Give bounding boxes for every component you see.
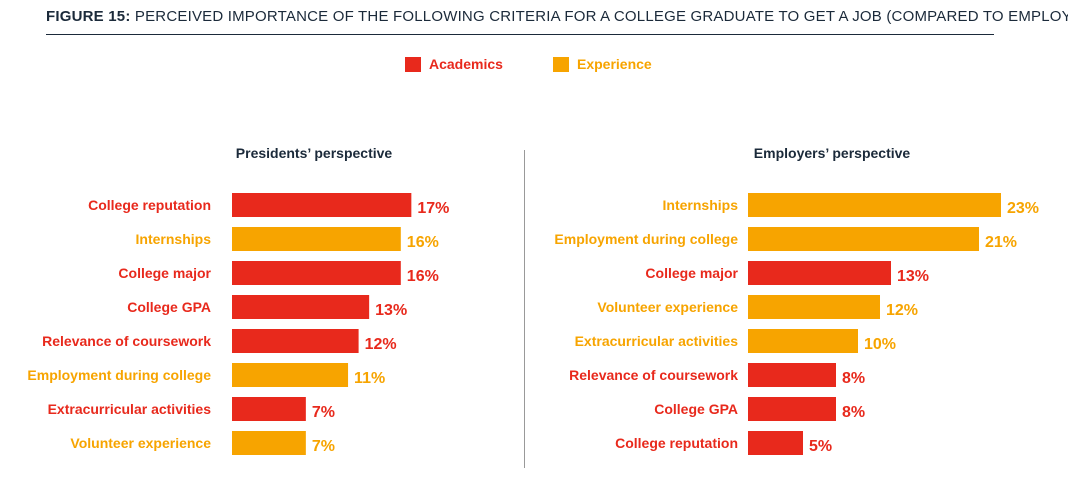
employers-category-label-volunteer-experience: Volunteer experience — [597, 299, 738, 315]
presidents-value-label-employment-during-college: 11% — [354, 370, 385, 387]
presidents-value-label-college-major: 16% — [407, 268, 439, 285]
employers-category-label-college-major: College major — [645, 265, 738, 281]
presidents-value-label-college-gpa: 13% — [375, 302, 407, 319]
presidents-category-label-extracurricular-activities: Extracurricular activities — [48, 401, 212, 417]
employers-category-label-employment-during-college: Employment during college — [554, 231, 738, 247]
legend-swatch-academics — [405, 57, 421, 72]
presidents-category-label-volunteer-experience: Volunteer experience — [70, 435, 211, 451]
presidents-bar-internships — [232, 227, 401, 251]
employers-bar-college-reputation — [748, 431, 803, 455]
presidents-category-label-internships: Internships — [136, 231, 212, 247]
employers-value-label-college-reputation: 5% — [809, 438, 832, 455]
employers-value-label-extracurricular-activities: 10% — [864, 336, 896, 353]
presidents-value-label-volunteer-experience: 7% — [312, 438, 335, 455]
employers-category-label-extracurricular-activities: Extracurricular activities — [575, 333, 739, 349]
employers-panel-title: Employers’ perspective — [753, 145, 911, 161]
employers-value-label-volunteer-experience: 12% — [886, 302, 918, 319]
presidents-value-label-internships: 16% — [407, 234, 439, 251]
employers-category-label-college-reputation: College reputation — [615, 435, 738, 451]
legend-swatch-experience — [553, 57, 569, 72]
presidents-category-label-college-major: College major — [118, 265, 211, 281]
presidents-value-label-extracurricular-activities: 7% — [312, 404, 335, 421]
presidents-category-label-college-reputation: College reputation — [88, 197, 211, 213]
legend-label-experience: Experience — [577, 56, 652, 72]
presidents-category-label-employment-during-college: Employment during college — [27, 367, 211, 383]
employers-bar-volunteer-experience — [748, 295, 880, 319]
presidents-bar-volunteer-experience — [232, 431, 306, 455]
employers-category-label-college-gpa: College GPA — [654, 401, 738, 417]
presidents-bar-employment-during-college — [232, 363, 349, 387]
presidents-bar-extracurricular-activities — [232, 397, 306, 421]
employers-value-label-internships: 23% — [1007, 200, 1039, 217]
figure-title-text: PERCEIVED IMPORTANCE OF THE FOLLOWING CR… — [134, 8, 1068, 25]
employers-bar-employment-during-college — [748, 227, 979, 251]
presidents-value-label-college-reputation: 17% — [417, 200, 449, 217]
employers-category-label-relevance-of-coursework: Relevance of coursework — [569, 367, 738, 383]
presidents-panel-title: Presidents’ perspective — [235, 145, 393, 161]
presidents-bar-college-major — [232, 261, 401, 285]
employers-bar-internships — [748, 193, 1001, 217]
employers-value-label-college-gpa: 8% — [842, 404, 865, 421]
legend-label-academics: Academics — [429, 56, 503, 72]
employers-value-label-relevance-of-coursework: 8% — [842, 370, 865, 387]
presidents-value-label-relevance-of-coursework: 12% — [365, 336, 397, 353]
panel-divider — [524, 150, 525, 468]
employers-bar-extracurricular-activities — [748, 329, 858, 353]
presidents-category-label-relevance-of-coursework: Relevance of coursework — [42, 333, 211, 349]
employers-value-label-college-major: 13% — [897, 268, 929, 285]
presidents-bar-college-gpa — [232, 295, 370, 319]
employers-category-label-internships: Internships — [663, 197, 739, 213]
presidents-bar-relevance-of-coursework — [232, 329, 359, 353]
figure-label: FIGURE 15: — [46, 8, 131, 25]
employers-bar-relevance-of-coursework — [748, 363, 836, 387]
employers-bar-college-gpa — [748, 397, 836, 421]
employers-bar-college-major — [748, 261, 891, 285]
title-underline — [46, 34, 994, 35]
employers-value-label-employment-during-college: 21% — [985, 234, 1017, 251]
presidents-bar-college-reputation — [232, 193, 412, 217]
figure-title: FIGURE 15: PERCEIVED IMPORTANCE OF THE F… — [46, 8, 1068, 25]
presidents-category-label-college-gpa: College GPA — [127, 299, 211, 315]
